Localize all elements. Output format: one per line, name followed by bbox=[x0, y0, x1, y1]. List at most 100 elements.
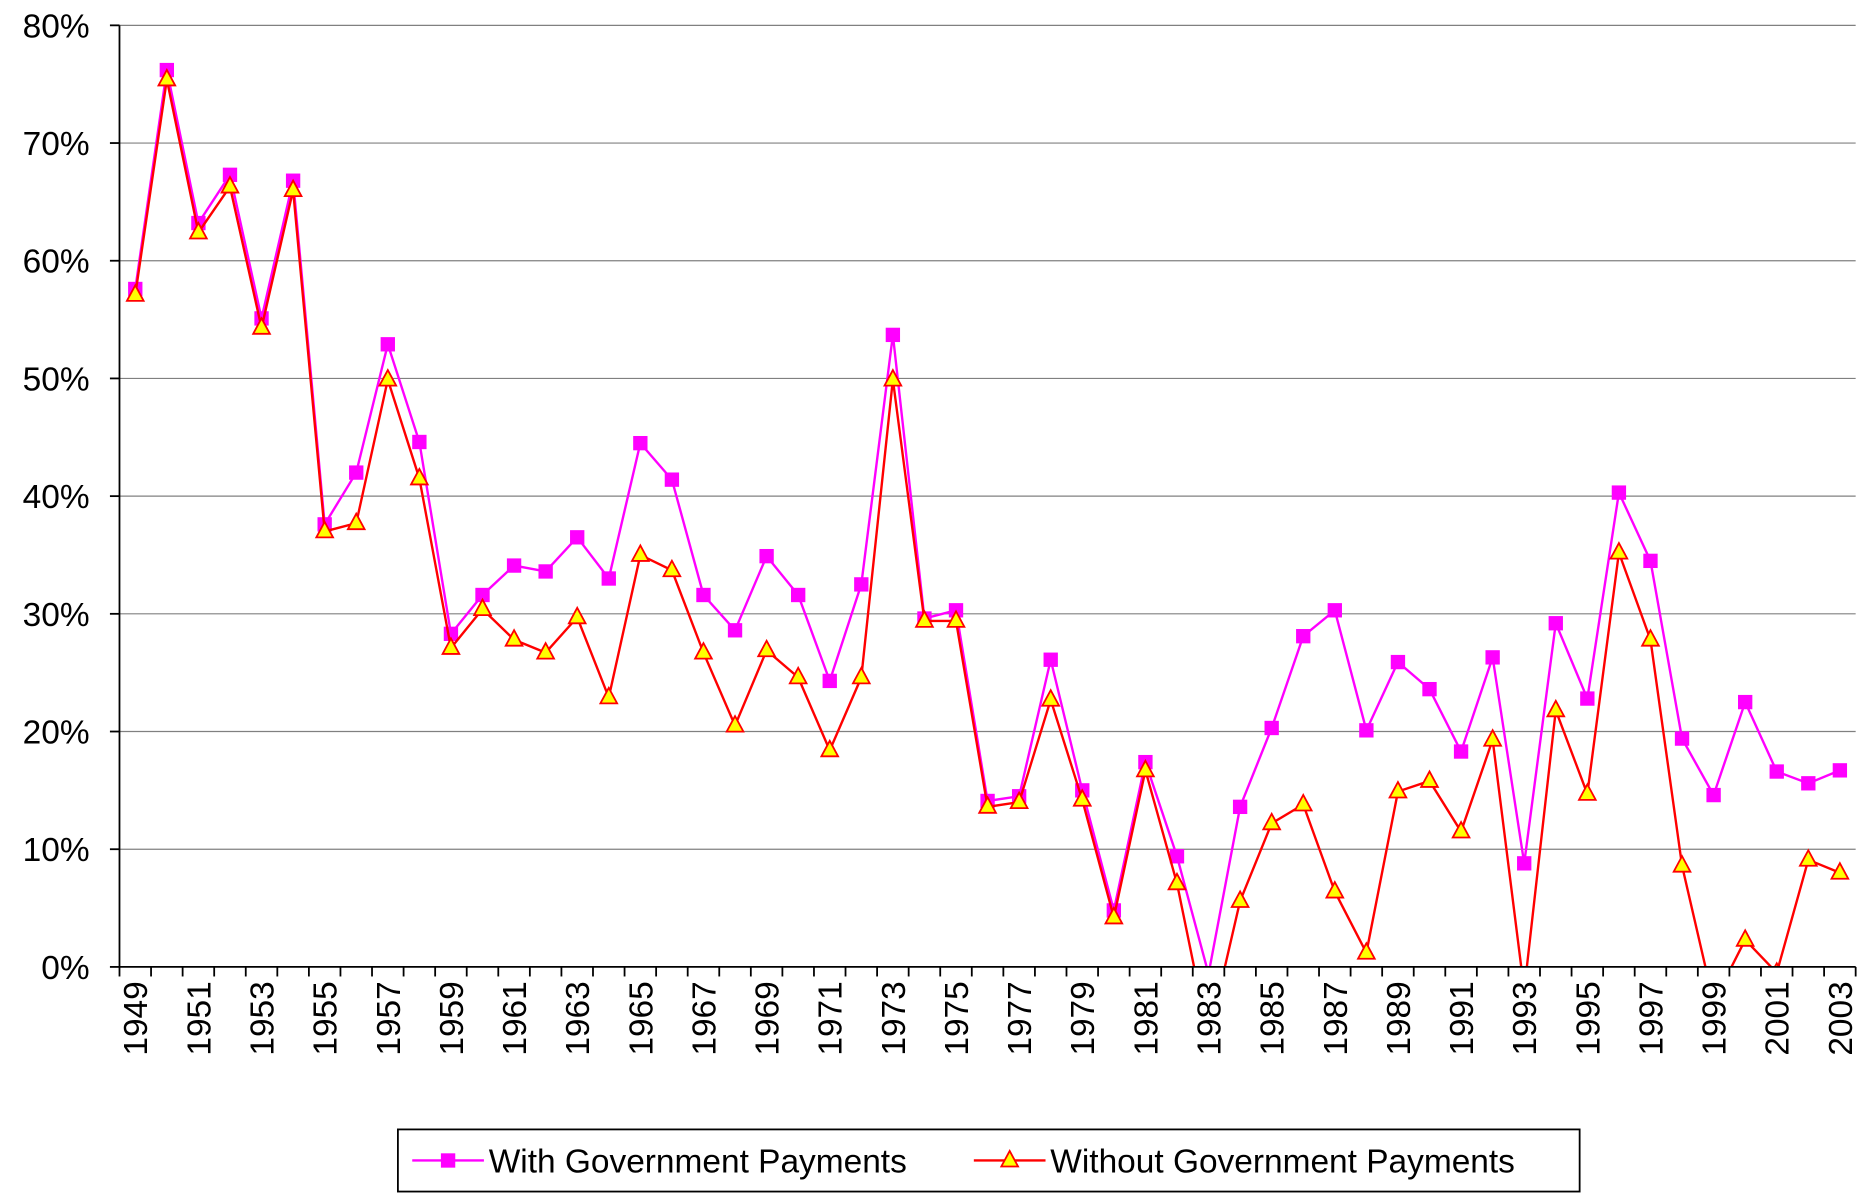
x-tick-label: 1985 bbox=[1255, 981, 1292, 1055]
point bbox=[1548, 616, 1563, 631]
point bbox=[1103, 906, 1124, 925]
point bbox=[696, 587, 711, 603]
x-tick-label: 1967 bbox=[686, 981, 723, 1055]
x-tick-label: 1957 bbox=[371, 981, 408, 1055]
point bbox=[380, 337, 395, 352]
x-tick-label: 1959 bbox=[434, 981, 471, 1055]
point bbox=[504, 628, 524, 647]
y-tick-label: 80% bbox=[23, 8, 90, 45]
point bbox=[1230, 889, 1250, 908]
point bbox=[377, 368, 398, 387]
point bbox=[1485, 650, 1500, 665]
x-tick-label: 1987 bbox=[1318, 981, 1355, 1055]
point bbox=[1167, 871, 1187, 891]
axes: 0% 10% 20% 30% 40% 50% 60% 70% 80% 1949 1951 1953 19… bbox=[23, 8, 1860, 1055]
point bbox=[1009, 790, 1030, 810]
x-tick-label: 1977 bbox=[1002, 981, 1039, 1055]
x-tick-label: 1991 bbox=[1444, 981, 1481, 1055]
point bbox=[346, 511, 367, 531]
point bbox=[156, 68, 177, 87]
point bbox=[693, 641, 714, 660]
point bbox=[883, 368, 903, 387]
point bbox=[1672, 854, 1692, 873]
point bbox=[1261, 811, 1282, 831]
point bbox=[1738, 694, 1753, 710]
point bbox=[601, 571, 616, 586]
point bbox=[1232, 799, 1248, 815]
x-tick-label: 1965 bbox=[623, 981, 660, 1055]
point bbox=[1072, 788, 1093, 807]
y-tick-label: 10% bbox=[23, 832, 90, 869]
x-tick-label: 1949 bbox=[118, 981, 155, 1055]
point bbox=[854, 577, 869, 592]
point bbox=[788, 665, 809, 685]
point bbox=[822, 673, 837, 689]
point bbox=[1453, 744, 1469, 759]
y-tick-label: 50% bbox=[23, 361, 90, 398]
point bbox=[1609, 541, 1629, 560]
point bbox=[885, 327, 901, 343]
x-tick-label: 1979 bbox=[1065, 981, 1102, 1055]
y-tick-label: 0% bbox=[41, 950, 89, 987]
point bbox=[662, 558, 682, 578]
point bbox=[1264, 720, 1279, 736]
point bbox=[349, 465, 364, 480]
point bbox=[791, 587, 806, 603]
grid bbox=[119, 24, 1856, 968]
point bbox=[977, 795, 998, 814]
x-tick-label: 1961 bbox=[497, 981, 534, 1055]
point bbox=[283, 178, 303, 197]
point bbox=[188, 221, 209, 240]
point bbox=[570, 530, 585, 545]
point bbox=[1388, 780, 1408, 799]
point bbox=[1482, 728, 1503, 747]
x-tick-label: 1973 bbox=[876, 981, 913, 1055]
point bbox=[946, 609, 966, 628]
point bbox=[1798, 848, 1819, 867]
y-tick-label: 30% bbox=[23, 597, 90, 634]
point bbox=[999, 1149, 1020, 1168]
point bbox=[1643, 553, 1658, 569]
point bbox=[1735, 928, 1756, 947]
point bbox=[220, 175, 240, 194]
point bbox=[1040, 688, 1061, 707]
point bbox=[1327, 603, 1342, 618]
x-tick-label: 2003 bbox=[1823, 981, 1860, 1055]
point bbox=[630, 543, 651, 562]
x-tick-label: 2001 bbox=[1760, 981, 1797, 1055]
x-tick-label: 1963 bbox=[560, 981, 597, 1055]
point bbox=[756, 638, 777, 658]
point bbox=[1169, 849, 1185, 864]
legend-label: Without Government Payments bbox=[1050, 1143, 1515, 1180]
x-tick-label: 1955 bbox=[308, 981, 345, 1055]
point bbox=[1201, 966, 1216, 967]
point bbox=[535, 641, 556, 660]
point bbox=[472, 597, 493, 616]
x-tick-label: 1997 bbox=[1633, 981, 1670, 1055]
point bbox=[598, 685, 619, 705]
point bbox=[759, 548, 774, 564]
y-tick-label: 60% bbox=[23, 244, 90, 281]
point bbox=[1422, 681, 1437, 697]
x-tick-label: 1953 bbox=[244, 981, 281, 1055]
x-tick-label: 1975 bbox=[939, 981, 976, 1055]
y-tick-label: 40% bbox=[23, 479, 90, 516]
point bbox=[1706, 787, 1721, 803]
point bbox=[1545, 698, 1566, 718]
point bbox=[633, 435, 648, 451]
y-tick-label: 70% bbox=[23, 126, 90, 163]
point bbox=[1640, 628, 1661, 647]
point bbox=[725, 714, 745, 733]
point bbox=[441, 636, 461, 655]
series-line bbox=[134, 79, 1841, 967]
point bbox=[1832, 763, 1848, 778]
point bbox=[1517, 856, 1532, 871]
point bbox=[567, 605, 588, 625]
point bbox=[914, 609, 935, 628]
point bbox=[1356, 941, 1377, 960]
point bbox=[1296, 629, 1311, 644]
x-tick-label: 1995 bbox=[1570, 981, 1607, 1055]
x-tick-label: 1969 bbox=[750, 981, 787, 1055]
point bbox=[412, 434, 427, 450]
x-tick-label: 1951 bbox=[181, 981, 218, 1055]
